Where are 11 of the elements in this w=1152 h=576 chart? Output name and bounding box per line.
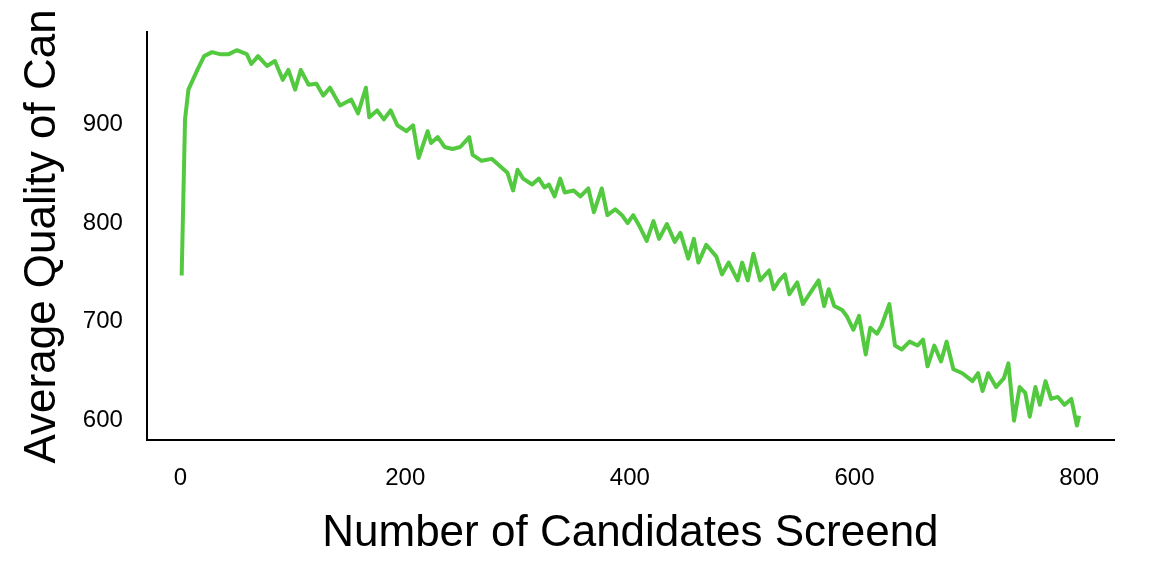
x-tick-label: 400: [609, 463, 650, 491]
y-axis-title: Average Quality of Can: [14, 9, 64, 464]
x-tick-label: 600: [834, 463, 875, 491]
y-tick-label: 700: [82, 306, 123, 334]
y-tick-label: 900: [82, 108, 123, 136]
x-tick-label: 0: [173, 463, 188, 491]
x-tick-label: 200: [385, 463, 426, 491]
x-tick-label: 800: [1059, 463, 1100, 491]
y-tick-label: 800: [82, 207, 123, 235]
x-axis-title: Number of Candidates Screend: [322, 505, 939, 555]
y-tick-label: 600: [82, 405, 123, 433]
